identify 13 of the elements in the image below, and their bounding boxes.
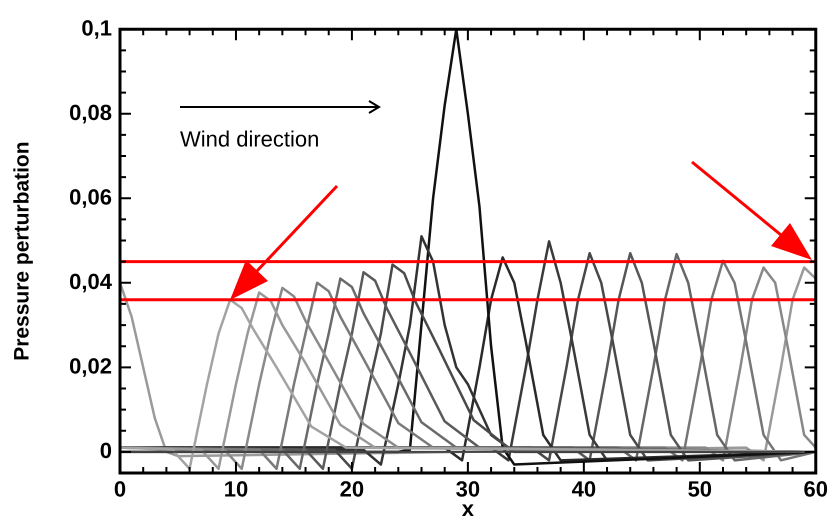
y-tick-label: 0 bbox=[100, 438, 112, 463]
y-tick-label: 0,08 bbox=[69, 100, 112, 125]
x-tick-label: 60 bbox=[804, 476, 828, 502]
y-tick-label: 0,1 bbox=[81, 15, 112, 40]
x-tick-label: 10 bbox=[224, 476, 248, 502]
x-tick-label: 50 bbox=[688, 476, 712, 502]
y-tick-label: 0,02 bbox=[69, 353, 112, 378]
y-tick-label: 0,04 bbox=[69, 268, 113, 294]
annotation: Wind direction bbox=[180, 126, 320, 152]
x-tick-label: 40 bbox=[572, 476, 596, 502]
y-tick-label: 0,06 bbox=[69, 184, 112, 210]
x-tick-label: 20 bbox=[340, 476, 364, 502]
y-axis-title: Pressure perturbation bbox=[10, 141, 34, 361]
